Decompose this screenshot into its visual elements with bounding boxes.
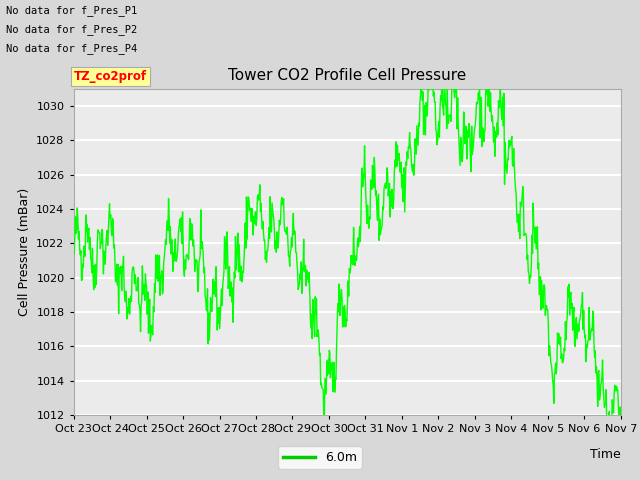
Text: Time: Time: [590, 448, 621, 461]
Title: Tower CO2 Profile Cell Pressure: Tower CO2 Profile Cell Pressure: [228, 69, 467, 84]
Text: No data for f_Pres_P1: No data for f_Pres_P1: [6, 5, 138, 16]
Text: No data for f_Pres_P2: No data for f_Pres_P2: [6, 24, 138, 35]
Text: No data for f_Pres_P4: No data for f_Pres_P4: [6, 43, 138, 54]
Y-axis label: Cell Pressure (mBar): Cell Pressure (mBar): [18, 188, 31, 316]
Legend: 6.0m: 6.0m: [278, 446, 362, 469]
Text: TZ_co2prof: TZ_co2prof: [74, 70, 147, 83]
